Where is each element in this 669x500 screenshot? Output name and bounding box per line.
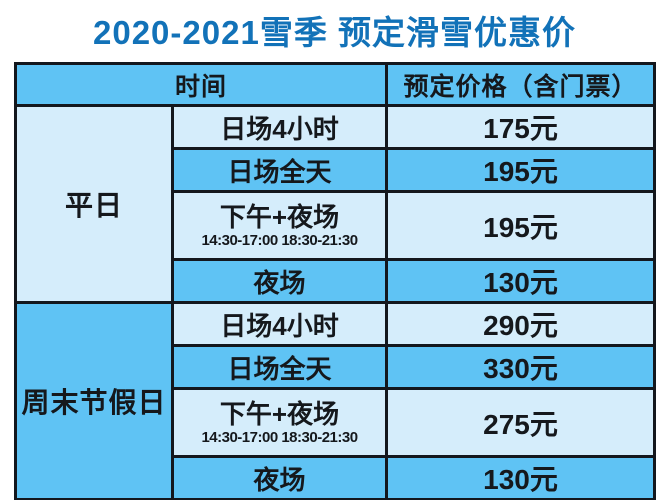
table-row: 日场全天 195元 — [16, 147, 657, 193]
price-cell: 195元 — [385, 190, 657, 261]
session-time-detail: 14:30-17:00 18:30-21:30 — [201, 428, 358, 446]
page-title: 2020-2021雪季 预定滑雪优惠价 — [93, 14, 576, 51]
price-cell: 130元 — [385, 455, 657, 500]
session-label: 下午+夜场 — [219, 201, 340, 232]
price-table: 时间 预定价格（含门票） 平日 日场4小时 175元 日场全天 195元 下午+… — [13, 62, 657, 500]
price-cell: 195元 — [385, 147, 657, 193]
header-time-cell: 时间 — [13, 62, 389, 107]
category-cell-weekend: 周末节假日 — [14, 301, 174, 500]
table-row: 下午+夜场 14:30-17:00 18:30-21:30 195元 — [16, 190, 657, 261]
session-cell: 下午+夜场 14:30-17:00 18:30-21:30 — [170, 190, 389, 261]
table-row: 夜场 130元 — [16, 258, 657, 304]
category-cell-weekday: 平日 — [14, 104, 174, 304]
table-row: 下午+夜场 14:30-17:00 18:30-21:30 275元 — [16, 387, 657, 458]
price-cell: 290元 — [385, 301, 657, 347]
session-label: 下午+夜场 — [219, 398, 340, 429]
session-cell: 夜场 — [170, 455, 389, 500]
table-header-row: 时间 预定价格（含门票） — [13, 62, 657, 107]
price-cell: 130元 — [385, 258, 657, 304]
session-cell: 日场全天 — [170, 147, 389, 193]
session-cell: 日场4小时 — [170, 104, 389, 150]
table-row: 日场全天 330元 — [16, 344, 657, 390]
session-cell: 夜场 — [170, 258, 389, 304]
price-cell: 175元 — [385, 104, 657, 150]
table-row: 周末节假日 日场4小时 290元 — [14, 301, 657, 500]
price-cell: 330元 — [385, 344, 657, 390]
header-price-cell: 预定价格（含门票） — [385, 62, 657, 107]
price-cell: 275元 — [385, 387, 657, 458]
table-row: 夜场 130元 — [16, 455, 657, 500]
table-row: 平日 日场4小时 175元 — [14, 104, 657, 304]
session-cell: 下午+夜场 14:30-17:00 18:30-21:30 — [170, 387, 389, 458]
session-time-detail: 14:30-17:00 18:30-21:30 — [201, 231, 358, 249]
session-cell: 日场4小时 — [170, 301, 389, 347]
session-cell: 日场全天 — [170, 344, 389, 390]
